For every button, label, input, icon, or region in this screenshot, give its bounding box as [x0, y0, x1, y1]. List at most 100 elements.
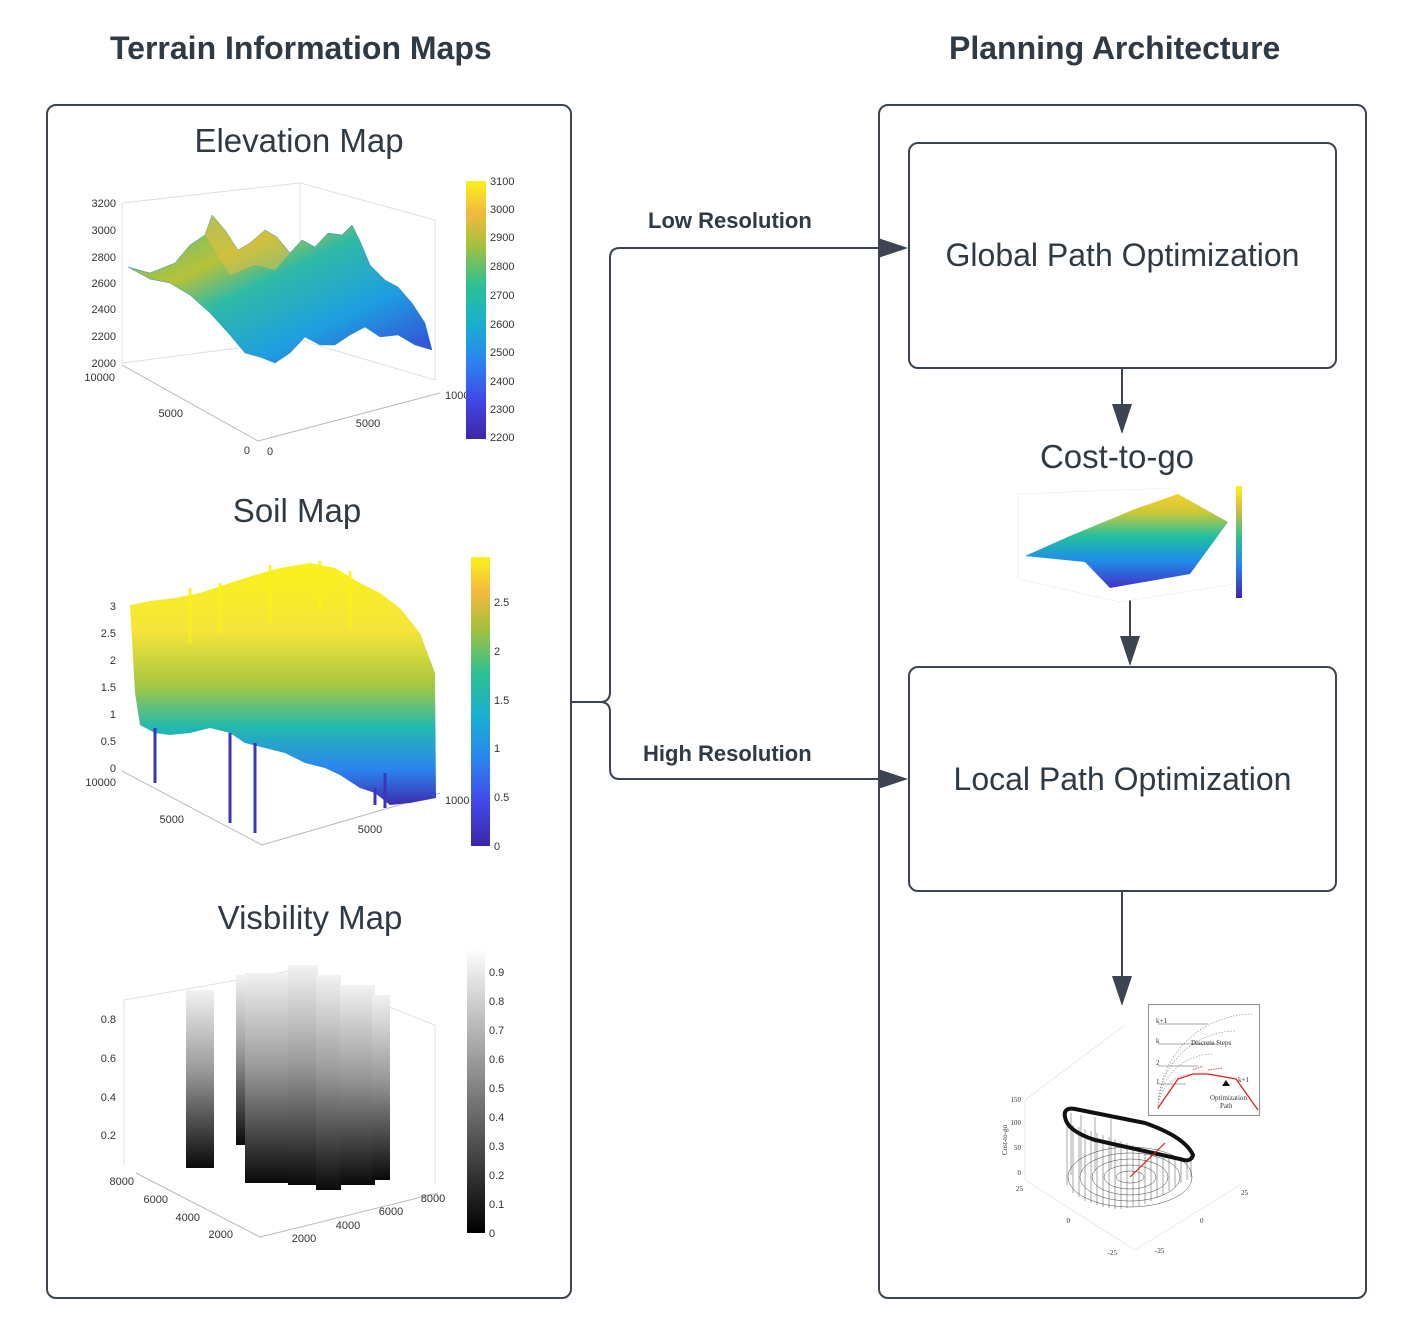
inset-step-label: 2 — [1156, 1059, 1160, 1067]
soil-map-title: Soil Map — [232, 492, 362, 529]
bracket-line — [572, 247, 880, 703]
soil-colorbar-tick: 0.5 — [494, 792, 509, 804]
soil-y-tick: 10000 — [85, 777, 116, 789]
elevation-colorbar-tick: 2800 — [490, 261, 514, 273]
bowl-z-tick: 50 — [1014, 1144, 1022, 1152]
elevation-z-tick: 2400 — [92, 304, 116, 316]
bowl-axis-tick: 0 — [1067, 1217, 1071, 1225]
elevation-z-ticks: 3200 3000 2800 2600 2400 2200 2000 — [92, 198, 116, 370]
visibility-map-title: Visbility Map — [217, 899, 403, 936]
arrow-head — [1112, 404, 1132, 434]
visibility-x-tick: 8000 — [421, 1193, 445, 1205]
local-path-optimization-box: Local Path Optimization — [908, 666, 1337, 892]
elevation-colorbar-tick: 2500 — [490, 347, 514, 359]
visibility-colorbar-tick: 0 — [489, 1228, 495, 1240]
visibility-y-tick: 6000 — [144, 1194, 168, 1206]
bowl-axis-tick: 25 — [1016, 1185, 1024, 1193]
elevation-x-tick: 5000 — [356, 418, 380, 430]
elevation-colorbar — [466, 181, 486, 439]
cost-to-go-colorbar — [1236, 486, 1242, 598]
high-resolution-label: High Resolution — [643, 741, 812, 766]
bowl-z-tick: 150 — [1011, 1096, 1022, 1104]
arrow-head — [878, 769, 908, 789]
inset-optimization-label: Optimization — [1210, 1094, 1247, 1102]
elevation-z-tick: 2200 — [92, 331, 116, 343]
terrain-maps-title: Terrain Information Maps — [110, 30, 492, 66]
planning-architecture-title: Planning Architecture — [949, 30, 1281, 66]
visibility-colorbar — [467, 948, 485, 1233]
soil-z-tick: 2.5 — [101, 628, 116, 640]
low-resolution-label: Low Resolution — [648, 208, 812, 233]
local-path-optimization-label: Local Path Optimization — [953, 760, 1292, 797]
global-path-optimization-label: Global Path Optimization — [945, 237, 1300, 273]
soil-z-tick: 0.5 — [101, 736, 116, 748]
bowl-axis-tick: -25 — [1108, 1249, 1118, 1257]
arrow-head — [1112, 976, 1132, 1006]
elevation-y-tick: 10000 — [84, 372, 115, 384]
elevation-colorbar-tick: 3000 — [490, 204, 514, 216]
visibility-x-tick: 4000 — [336, 1220, 360, 1232]
arrow-head — [878, 238, 908, 258]
cost-to-go-plot — [1017, 486, 1242, 603]
visibility-colorbar-tick: 0.9 — [489, 967, 504, 979]
soil-y-tick: 5000 — [160, 814, 184, 826]
visibility-colorbar-tick: 0.2 — [489, 1170, 504, 1182]
elevation-colorbar-tick: 2600 — [490, 319, 514, 331]
visibility-y-tick: 2000 — [209, 1229, 233, 1241]
elevation-colorbar-tick: 2300 — [490, 404, 514, 416]
inset-discrete-label: Discrete Steps — [1191, 1039, 1232, 1047]
elevation-x-tick: 1000 — [445, 390, 469, 402]
soil-z-ticks: 3 2.5 2 1.5 1 0.5 0 — [101, 601, 116, 775]
cost-to-go-bowl-plot: 150 100 50 0 Cost-to-go 25 0 -25 25 0 -2… — [1001, 1024, 1249, 1257]
elevation-colorbar-tick: 2400 — [490, 376, 514, 388]
elevation-z-tick: 2800 — [92, 252, 116, 264]
bowl-z-label: Cost-to-go — [1001, 1125, 1009, 1155]
elevation-colorbar-tick: 3100 — [490, 176, 514, 188]
bowl-axis-tick: 25 — [1241, 1189, 1249, 1197]
visibility-x-tick: 2000 — [292, 1233, 316, 1245]
visibility-z-tick: 0.6 — [101, 1053, 116, 1065]
soil-colorbar-tick: 1.5 — [494, 695, 509, 707]
visibility-colorbar-tick: 0.1 — [489, 1199, 504, 1211]
visibility-z-tick: 0.8 — [101, 1014, 116, 1026]
bowl-axis-tick: -25 — [1155, 1247, 1165, 1255]
bracket-line — [599, 701, 880, 780]
visibility-z-tick: 0.4 — [101, 1092, 116, 1104]
inset-step-label: k — [1156, 1037, 1160, 1045]
visibility-x-tick: 6000 — [379, 1206, 403, 1218]
elevation-z-tick: 3200 — [92, 198, 116, 210]
inset-step-label: 1 — [1156, 1078, 1160, 1086]
bowl-axis-tick: 0 — [1200, 1217, 1204, 1225]
elevation-map-plot: 3200 3000 2800 2600 2400 2200 2000 10000… — [84, 176, 514, 458]
elevation-y-tick: 0 — [244, 445, 250, 457]
discrete-steps-inset: k+1 k 2 1 Discrete Steps k+1 Optimizatio… — [1148, 1004, 1260, 1116]
arrow-head — [1120, 636, 1140, 666]
soil-map-plot: 3 2.5 2 1.5 1 0.5 0 10000 5000 5000 1000… — [85, 557, 509, 853]
elevation-y-tick: 5000 — [159, 408, 183, 420]
visibility-y-tick: 8000 — [110, 1176, 134, 1188]
visibility-colorbar-tick: 0.7 — [489, 1025, 504, 1037]
elevation-colorbar-tick: 2700 — [490, 290, 514, 302]
soil-colorbar-tick: 2 — [494, 646, 500, 658]
soil-z-tick: 1.5 — [101, 682, 116, 694]
soil-colorbar — [471, 557, 490, 846]
bowl-z-tick: 0 — [1018, 1169, 1022, 1177]
visibility-colorbar-tick: 0.6 — [489, 1054, 504, 1066]
visibility-colorbar-tick: 0.3 — [489, 1141, 504, 1153]
inset-path-label: Path — [1220, 1102, 1233, 1110]
bowl-z-ticks: 150 100 50 0 — [1011, 1096, 1022, 1177]
soil-z-tick: 1 — [110, 709, 116, 721]
visibility-colorbar-tick: 0.8 — [489, 996, 504, 1008]
elevation-map-title: Elevation Map — [194, 122, 404, 159]
soil-z-tick: 0 — [110, 763, 116, 775]
visibility-colorbar-tick: 0.5 — [489, 1083, 504, 1095]
inset-k1-label: k+1 — [1238, 1076, 1249, 1084]
soil-colorbar-tick: 0 — [494, 841, 500, 853]
soil-z-tick: 2 — [110, 655, 116, 667]
elevation-z-tick: 3000 — [92, 225, 116, 237]
elevation-z-tick: 2000 — [92, 358, 116, 370]
visibility-z-ticks: 0.8 0.6 0.4 0.2 — [101, 1014, 116, 1142]
visibility-map-plot: 0.8 0.6 0.4 0.2 8000 6000 4000 2000 2000… — [101, 948, 504, 1245]
visibility-z-tick: 0.2 — [101, 1130, 116, 1142]
